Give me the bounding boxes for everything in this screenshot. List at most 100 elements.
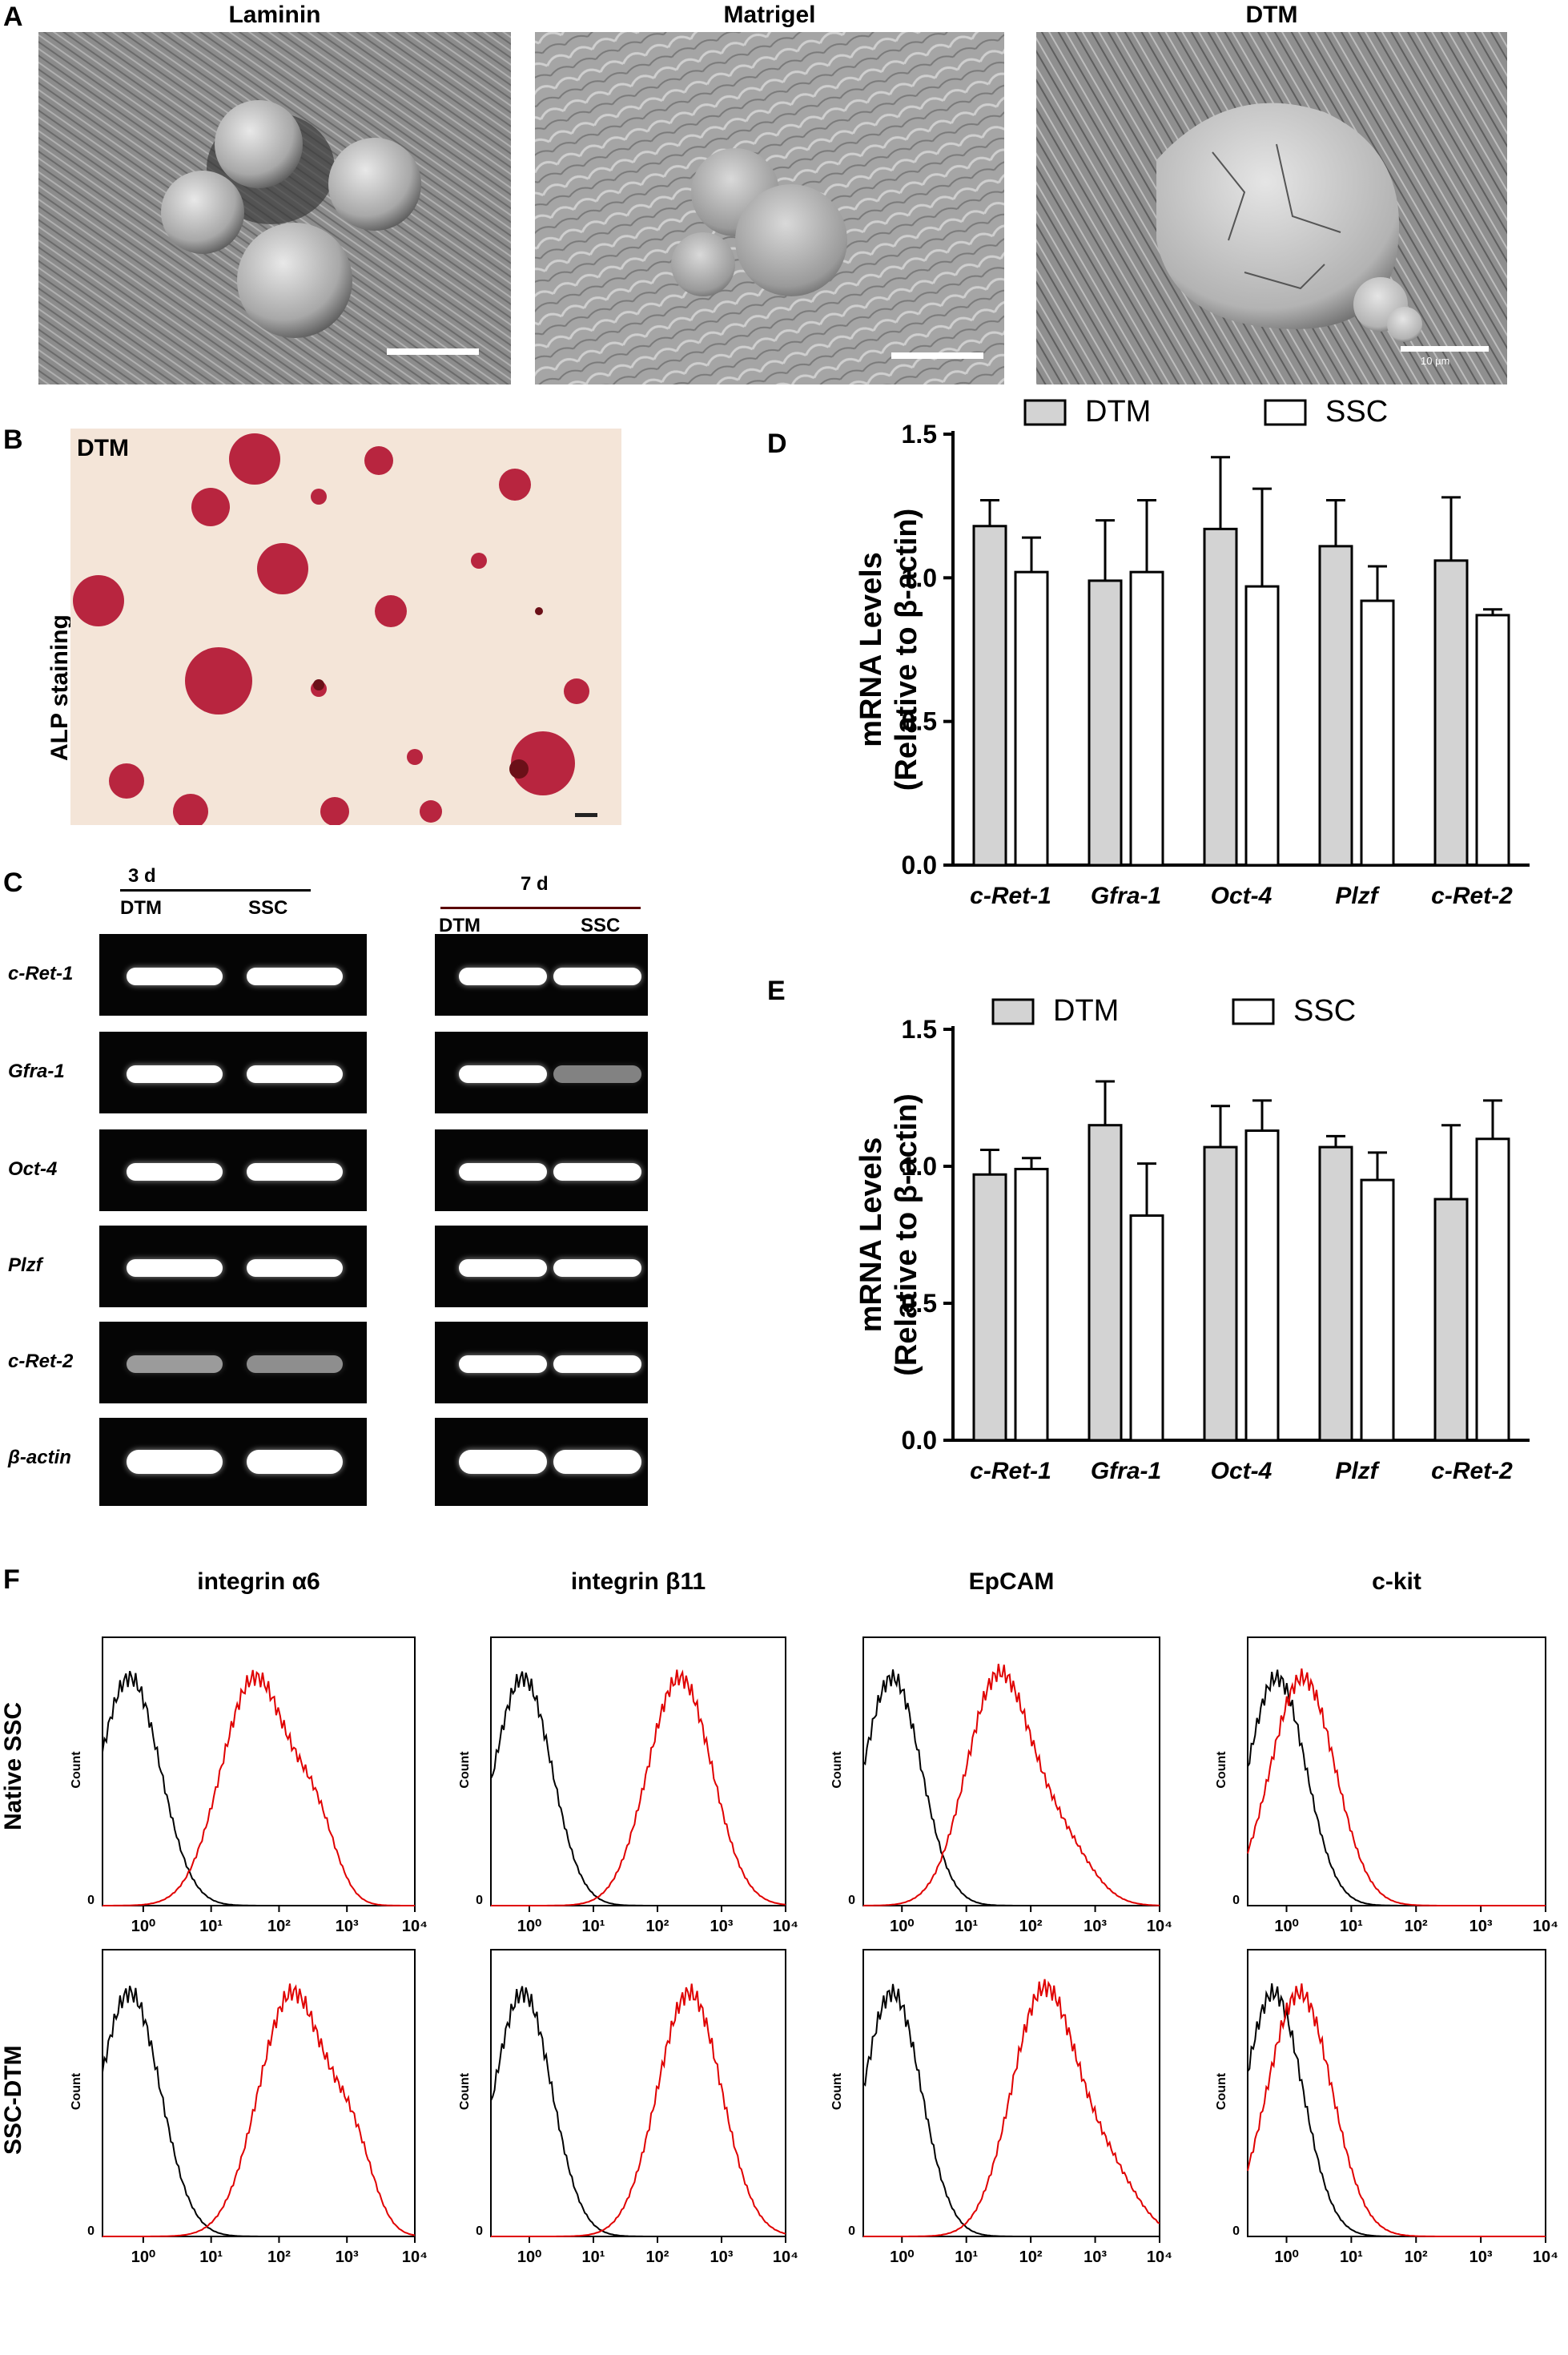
y-tick-label: 0.5	[902, 1289, 937, 1318]
facs-x-tick-label: 10¹	[955, 2248, 978, 2266]
facs-x-tick-label: 10⁴	[1533, 1918, 1558, 1935]
facs-x-tick-label: 10¹	[1340, 1918, 1363, 1935]
title-matrigel: Matrigel	[723, 2, 816, 28]
gel-image-7d-row-4	[435, 1226, 648, 1307]
bar-dtm-5	[1433, 559, 1469, 867]
facs-title-4: c-kit	[1372, 1568, 1421, 1595]
facs-x-tick-label: 10²	[267, 2248, 291, 2266]
facs-stained-curve	[103, 1669, 415, 1906]
alp-staining-image: DTM	[70, 429, 621, 825]
gel-band	[553, 968, 641, 985]
facs-x-tick-label: 10²	[646, 1918, 669, 1935]
facs-x-tick-label: 10²	[267, 1918, 291, 1935]
facs-zero-label: 0	[1232, 2224, 1240, 2238]
facs-count-label: Count	[459, 1751, 472, 1789]
gel-image-3d-row-4	[99, 1226, 367, 1307]
legend-label-ssc: SSC	[1325, 395, 1388, 429]
facs-title-3: EpCAM	[968, 1568, 1055, 1595]
facs-stained-curve	[1247, 1983, 1546, 2237]
gel-band	[247, 1355, 343, 1373]
gel-3d-col-ssc: SSC	[248, 897, 288, 919]
y-axis-title-2: (Relative to β-actin)	[890, 509, 923, 791]
facs-x-tick-label: 10³	[1084, 1918, 1107, 1935]
facs-frame	[490, 1949, 786, 2237]
gel-band	[127, 1259, 223, 1277]
bar-dtm-3	[1203, 1145, 1238, 1442]
gel-band	[247, 1259, 343, 1277]
facs-histogram-2-1: Count 0 10⁰ 10¹ 10² 10³ 10⁴	[70, 1949, 428, 2266]
panel-label-b: B	[3, 425, 23, 455]
facs-zero-label: 0	[848, 1894, 855, 1907]
facs-x-tick-label: 10⁰	[890, 1918, 914, 1935]
gel-band	[553, 1355, 641, 1373]
scale-bar-text: 10 μm	[1421, 355, 1449, 367]
facs-zero-label: 0	[87, 1894, 94, 1907]
facs-histogram-2-2: Count 0 10⁰ 10¹ 10² 10³ 10⁴	[459, 1949, 798, 2266]
x-tick-label-5: c-Ret-2	[1431, 883, 1513, 909]
facs-x-tick-label: 10³	[336, 2248, 359, 2266]
bar-dtm-2	[1088, 1124, 1123, 1442]
y-tick-label: 0.5	[902, 707, 937, 736]
facs-x-tick-label: 10⁰	[131, 1918, 155, 1935]
legend-label-dtm: DTM	[1053, 994, 1119, 1028]
bar-chart-e: DTM SSC 0.0 0.5 1.0 1.5 mRNA Levels (Relative t…	[854, 994, 1530, 1484]
facs-x-tick-label: 10⁰	[131, 2248, 155, 2266]
bar-dtm-2	[1088, 579, 1123, 867]
gel-band	[459, 1450, 547, 1474]
gel-band	[459, 1065, 547, 1083]
bar-dtm-3	[1203, 527, 1238, 867]
facs-x-tick-label: 10¹	[955, 1918, 978, 1935]
y-axis-title-1: mRNA Levels	[854, 1137, 888, 1333]
facs-x-tick-label: 10³	[1469, 2248, 1493, 2266]
gel-image-7d-row-3	[435, 1129, 648, 1211]
facs-frame	[490, 1636, 786, 1906]
facs-x-tick-label: 10¹	[199, 2248, 223, 2266]
gel-band	[247, 1065, 343, 1083]
gel-image-3d-row-6	[99, 1418, 367, 1506]
facs-title-2: integrin β11	[570, 1568, 706, 1595]
gel-band	[127, 968, 223, 985]
y-tick-label: 0.0	[902, 1426, 937, 1455]
facs-count-label: Count	[70, 2072, 83, 2110]
facs-count-label: Count	[70, 1751, 83, 1789]
bar-dtm-5	[1433, 1198, 1469, 1442]
x-tick-label-1: c-Ret-1	[970, 883, 1051, 909]
gel-band	[127, 1450, 223, 1474]
facs-x-tick-label: 10¹	[582, 1918, 605, 1935]
bar-dtm-4	[1318, 545, 1353, 867]
gel-image-7d-row-6	[435, 1418, 648, 1506]
bar-ssc-2	[1129, 1214, 1164, 1442]
facs-stained-curve	[491, 1983, 786, 2237]
y-axis-title-1: mRNA Levels	[854, 552, 888, 747]
facs-x-tick-label: 10³	[1469, 1918, 1493, 1935]
x-tick-label-3: Oct-4	[1211, 1458, 1272, 1484]
bar-ssc-3	[1244, 585, 1280, 867]
gel-label-1: c-Ret-1	[8, 963, 74, 984]
facs-x-tick-label: 10¹	[199, 1918, 223, 1935]
facs-histogram-1-2: Count 0 10⁰ 10¹ 10² 10³ 10⁴	[459, 1636, 798, 1935]
bar-dtm-1	[972, 525, 1007, 867]
facs-x-tick-label: 10¹	[1340, 2248, 1363, 2266]
gel-image-3d-row-1	[99, 934, 367, 1016]
sem-image-laminin	[38, 32, 511, 384]
facs-stained-curve	[1247, 1668, 1546, 1906]
facs-x-tick-label: 10⁰	[517, 1918, 541, 1935]
gel-band	[459, 1355, 547, 1373]
bar-ssc-5	[1475, 614, 1510, 867]
facs-frame	[1247, 1636, 1546, 1906]
facs-x-tick-label: 10³	[1084, 2248, 1107, 2266]
facs-stained-curve	[491, 1669, 786, 1906]
facs-stained-curve	[103, 1983, 416, 2237]
gel-3d-divider	[120, 889, 311, 892]
bar-ssc-5	[1475, 1137, 1510, 1442]
facs-histogram-1-3: Count 0 10⁰ 10¹ 10² 10³ 10⁴	[831, 1636, 1172, 1935]
facs-x-tick-label: 10⁴	[1147, 2248, 1172, 2266]
y-tick-label: 1.0	[902, 1152, 937, 1181]
facs-x-tick-label: 10³	[336, 1918, 359, 1935]
y-tick-label: 1.5	[902, 420, 937, 449]
legend-swatch-ssc	[1264, 399, 1307, 426]
facs-count-label: Count	[831, 2072, 844, 2110]
gel-band	[553, 1163, 641, 1181]
facs-isotype-curve	[102, 1985, 415, 2237]
gel-label-5: c-Ret-2	[8, 1351, 74, 1372]
